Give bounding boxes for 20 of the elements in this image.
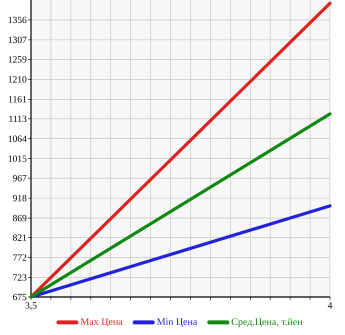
y-tick-label: 869 — [12, 214, 26, 222]
y-tick-label: 723 — [13, 274, 26, 281]
y-tick-label: 1015 — [8, 155, 26, 162]
legend-label: Сред.Цена, т.йен — [232, 318, 302, 328]
x-tick-label: 4 — [328, 302, 332, 308]
x-tick-label: 3,5 — [26, 302, 37, 310]
legend-label: Max Цена — [80, 318, 123, 328]
y-tick-label: 1356 — [8, 16, 27, 24]
y-tick-label: 1259 — [8, 56, 26, 63]
y-tick-label: 675 — [12, 294, 26, 300]
y-tick-label: 1210 — [8, 76, 26, 83]
y-tick-label: 918 — [12, 194, 26, 202]
y-tick-label: 1113 — [9, 116, 26, 122]
y-tick-label: 1064 — [8, 136, 27, 142]
y-tick-label: 1161 — [8, 96, 26, 102]
y-tick-label: 821 — [12, 234, 26, 241]
legend-label: Min Цена — [156, 318, 198, 328]
y-tick-label: 967 — [12, 175, 27, 182]
y-tick-label: 772 — [13, 254, 26, 261]
y-tick-label: 1307 — [8, 36, 27, 44]
